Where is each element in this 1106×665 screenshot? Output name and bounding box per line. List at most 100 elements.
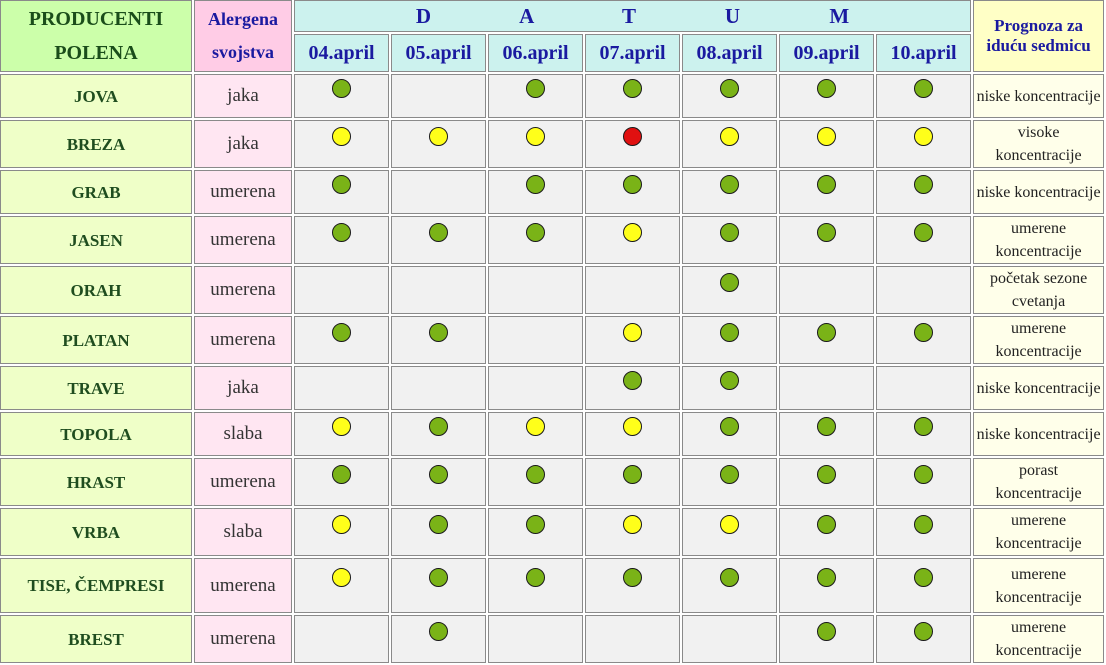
day-cell (779, 412, 874, 456)
green-dot-icon (720, 78, 739, 98)
producer-name: TOPOLA (0, 412, 192, 456)
producer-name: HRAST (0, 458, 192, 506)
forecast-cell: umerene koncentracije (973, 508, 1105, 556)
date-header: 09.april (779, 34, 874, 72)
date-header: 07.april (585, 34, 680, 72)
day-cell (682, 170, 777, 214)
producer-name: GRAB (0, 170, 192, 214)
green-dot-icon (429, 416, 448, 436)
table-row: VRBA slaba umerene koncentracije (0, 508, 1105, 556)
forecast-cell: umerene koncentracije (973, 216, 1105, 264)
day-cell (682, 458, 777, 506)
day-cell (585, 458, 680, 506)
day-cell (585, 412, 680, 456)
green-dot-icon (720, 464, 739, 484)
day-cell (682, 74, 777, 118)
table-header: PRODUCENTI POLENA Alergena svojstva D A … (0, 0, 1105, 72)
yellow-dot-icon (720, 126, 739, 146)
allergen-level: jaka (194, 120, 292, 168)
green-dot-icon (526, 174, 545, 194)
green-dot-icon (914, 514, 934, 534)
day-cell (876, 615, 972, 663)
green-dot-icon (914, 174, 934, 194)
green-dot-icon (817, 464, 836, 484)
table-row: JASEN umerena umerene koncentracije (0, 216, 1105, 264)
forecast-cell: porast koncentracije (973, 458, 1105, 506)
green-dot-icon (332, 222, 351, 242)
day-cell (488, 266, 583, 314)
day-cell (294, 316, 389, 364)
day-cell (391, 508, 486, 556)
green-dot-icon (914, 464, 934, 484)
table-row: ORAH umerena početak sezone cvetanja (0, 266, 1105, 314)
table-row: PLATAN umerena umerene koncentracije (0, 316, 1105, 364)
forecast-cell: niske koncentracije (973, 170, 1105, 214)
table-row: JOVA jaka niske koncentracije (0, 74, 1105, 118)
yellow-dot-icon (526, 126, 545, 146)
table-row: TRAVE jaka niske koncentracije (0, 366, 1105, 410)
green-dot-icon (720, 222, 739, 242)
table-body: JOVA jaka niske koncentracije BREZA jaka viso… (0, 74, 1105, 663)
green-dot-icon (429, 621, 448, 641)
day-cell (391, 120, 486, 168)
green-dot-icon (332, 174, 351, 194)
green-dot-icon (429, 568, 448, 587)
date-header: 08.april (682, 34, 777, 72)
day-cell (585, 120, 680, 168)
table-row: BREST umerena umerene koncentracije (0, 615, 1105, 663)
day-cell (294, 558, 389, 613)
day-cell (682, 316, 777, 364)
producer-name: TRAVE (0, 366, 192, 410)
day-cell (585, 366, 680, 410)
date-header: 04.april (294, 34, 389, 72)
green-dot-icon (817, 568, 836, 587)
forecast-cell: umerene koncentracije (973, 316, 1105, 364)
day-cell (876, 266, 972, 314)
yellow-dot-icon (332, 126, 351, 146)
yellow-dot-icon (623, 416, 642, 436)
producer-name: BREST (0, 615, 192, 663)
day-cell (682, 412, 777, 456)
table-row: TISE, ČEMPRESI umerena umerene koncentraci… (0, 558, 1105, 613)
green-dot-icon (720, 272, 739, 292)
day-cell (391, 216, 486, 264)
table-row: TOPOLA slaba niske koncentracije (0, 412, 1105, 456)
forecast-cell: umerene koncentracije (973, 558, 1105, 613)
day-cell (779, 558, 874, 613)
green-dot-icon (914, 416, 934, 436)
green-dot-icon (526, 514, 545, 534)
producer-name: JOVA (0, 74, 192, 118)
green-dot-icon (623, 78, 642, 98)
day-cell (779, 170, 874, 214)
forecast-header: Prognoza za iduću sedmicu (973, 0, 1105, 72)
day-cell (294, 266, 389, 314)
day-cell (391, 316, 486, 364)
allergen-level: umerena (194, 170, 292, 214)
day-cell (391, 458, 486, 506)
day-cell (294, 615, 389, 663)
green-dot-icon (623, 370, 642, 390)
forecast-cell: niske koncentracije (973, 74, 1105, 118)
datum-header: D A T U M (294, 0, 972, 32)
day-cell (876, 316, 972, 364)
producer-name: TISE, ČEMPRESI (0, 558, 192, 613)
day-cell (488, 458, 583, 506)
day-cell (876, 216, 972, 264)
yellow-dot-icon (526, 416, 545, 436)
green-dot-icon (429, 222, 448, 242)
green-dot-icon (914, 621, 934, 641)
day-cell (779, 216, 874, 264)
table-row: GRAB umerena niske koncentracije (0, 170, 1105, 214)
day-cell (391, 615, 486, 663)
day-cell (585, 74, 680, 118)
day-cell (488, 216, 583, 264)
day-cell (876, 366, 972, 410)
green-dot-icon (914, 78, 934, 98)
producer-name: VRBA (0, 508, 192, 556)
green-dot-icon (526, 568, 545, 587)
green-dot-icon (526, 78, 545, 98)
day-cell (779, 316, 874, 364)
green-dot-icon (429, 464, 448, 484)
day-cell (876, 120, 972, 168)
